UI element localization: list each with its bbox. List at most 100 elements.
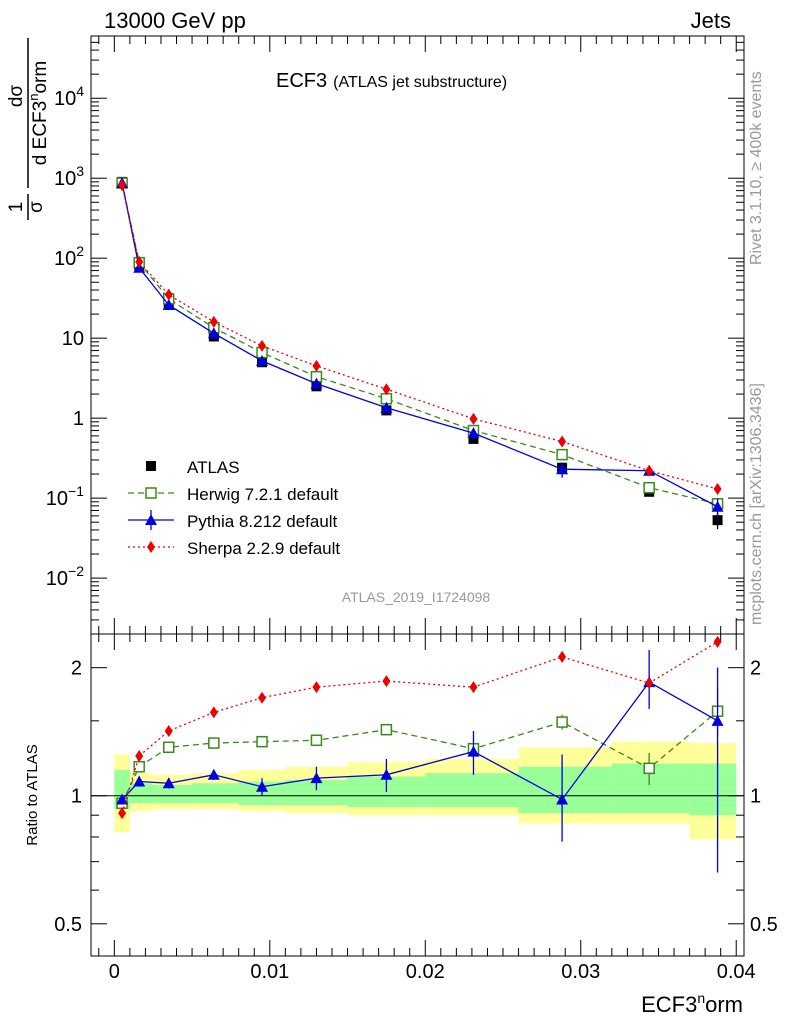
x-tick-label: 0.02 bbox=[406, 961, 445, 983]
sherpa-point bbox=[469, 681, 478, 694]
sherpa-point bbox=[312, 359, 321, 372]
title-text: ECF3 bbox=[276, 70, 327, 92]
pythia-point bbox=[467, 427, 480, 439]
ratio-y-tick-label-right: 2 bbox=[750, 658, 761, 680]
y-tick-label: 10 bbox=[62, 328, 84, 350]
ratio-sherpa-line bbox=[121, 641, 718, 814]
herwig-point bbox=[208, 737, 220, 749]
herwig-point bbox=[556, 448, 568, 461]
y-tick-label: 10−2 bbox=[46, 563, 84, 590]
y-tick-label: 102 bbox=[54, 243, 84, 270]
sherpa-point bbox=[258, 691, 267, 704]
ratio-y-tick-label-right: 1 bbox=[750, 786, 761, 808]
green-band-bin bbox=[518, 766, 612, 814]
ratio-y-tick-label: 2 bbox=[71, 658, 82, 680]
sherpa-point bbox=[118, 807, 127, 820]
sherpa-point bbox=[558, 650, 567, 663]
pythia-point bbox=[207, 327, 220, 339]
rivet-label: Rivet 3.1.10, ≥ 400k events bbox=[748, 71, 765, 265]
legend: ATLAS Herwig 7.2.1 default Pythia 8.212 de… bbox=[128, 458, 340, 558]
ylabel-frac-num: 1 bbox=[6, 202, 27, 213]
x-tick-label: 0.04 bbox=[717, 961, 756, 983]
ylabel-deriv-den-tail: orm bbox=[30, 61, 51, 94]
sherpa-point bbox=[312, 681, 321, 694]
green-band-bin bbox=[129, 783, 154, 804]
herwig-point bbox=[133, 760, 145, 773]
x-axis-label: ECF3norm bbox=[641, 990, 743, 1017]
ylabel-deriv-den-main: d ECF3 bbox=[30, 101, 51, 165]
y-tick-label: 103 bbox=[54, 163, 84, 190]
sherpa-point bbox=[118, 179, 127, 192]
ratio-y-tick-label: 1 bbox=[71, 786, 82, 808]
pythia-point bbox=[380, 768, 393, 780]
header-left: 13000 GeV pp bbox=[104, 8, 246, 33]
pythia-point bbox=[380, 401, 393, 413]
herwig-point bbox=[643, 481, 655, 494]
atlas-point bbox=[146, 461, 156, 471]
sherpa-point bbox=[147, 541, 155, 553]
green-band-bin bbox=[425, 773, 519, 808]
legend-label-atlas: ATLAS bbox=[187, 458, 240, 477]
sherpa-point bbox=[469, 412, 478, 425]
pythia-point bbox=[711, 500, 724, 512]
y-tick-label: 10−1 bbox=[46, 483, 84, 510]
ratio-y-tick-label-right: 0.5 bbox=[750, 914, 778, 936]
pythia-point bbox=[310, 772, 323, 784]
sherpa-point bbox=[258, 339, 267, 352]
herwig-point bbox=[145, 487, 157, 499]
x-tick-label: 0.03 bbox=[561, 961, 600, 983]
xlabel-main: ECF3 bbox=[641, 992, 697, 1017]
pythia-point bbox=[207, 768, 220, 780]
pythia-point bbox=[556, 793, 569, 805]
ratio-ylabel: Ratio to ATLAS bbox=[24, 744, 41, 845]
pythia-point bbox=[310, 377, 323, 389]
main-series bbox=[116, 176, 724, 530]
herwig-point bbox=[256, 735, 268, 748]
analysis-label: ATLAS_2019_I1724098 bbox=[342, 589, 491, 605]
x-tick-label: 0 bbox=[109, 961, 120, 983]
sherpa-point bbox=[135, 749, 144, 762]
ylabel-deriv-num: dσ bbox=[6, 85, 27, 108]
subtitle-text: (ATLAS jet substructure) bbox=[333, 74, 507, 91]
legend-label-herwig: Herwig 7.2.1 default bbox=[187, 485, 338, 504]
ylabel-frac-den: σ bbox=[26, 201, 47, 213]
atlas-point bbox=[468, 433, 479, 444]
sherpa-point bbox=[713, 483, 722, 496]
herwig-point bbox=[380, 723, 393, 736]
sherpa-point bbox=[558, 435, 567, 448]
ylabel-deriv-den-sup: n bbox=[26, 94, 41, 101]
mcplots-label: mcplots.cern.ch [arXiv:1306.3436] bbox=[748, 383, 765, 625]
pythia-point bbox=[256, 780, 269, 792]
pythia-point bbox=[467, 745, 480, 757]
ratio-y-tick-label: 0.5 bbox=[54, 914, 82, 936]
y-tick-label: 1 bbox=[73, 408, 84, 430]
xlabel-sup: n bbox=[697, 990, 705, 1006]
herwig-point bbox=[643, 762, 655, 775]
legend-label-pythia: Pythia 8.212 default bbox=[187, 512, 338, 531]
green-band-bin bbox=[192, 783, 239, 804]
sherpa-point bbox=[135, 255, 144, 268]
ratio-frame bbox=[90, 633, 745, 957]
sherpa-point bbox=[382, 383, 391, 396]
x-tick-label: 0.01 bbox=[250, 961, 289, 983]
sherpa-point bbox=[645, 464, 654, 477]
axes: 0 0.01 0.02 0.03 0.04 10−2 10−1 1 10 102 103 104 0.5… bbox=[46, 35, 778, 983]
green-band-bin bbox=[689, 763, 737, 816]
legend-label-sherpa: Sherpa 2.2.9 default bbox=[187, 539, 340, 558]
sherpa-point bbox=[164, 724, 173, 737]
sherpa-point bbox=[209, 315, 218, 328]
main-sherpa-line bbox=[121, 184, 718, 490]
sherpa-point bbox=[209, 706, 218, 719]
y-tick-label: 104 bbox=[54, 83, 84, 110]
pythia-point bbox=[162, 777, 175, 789]
xlabel-tail: orm bbox=[705, 992, 743, 1017]
sherpa-point bbox=[713, 635, 722, 648]
sherpa-point bbox=[382, 675, 391, 688]
ylabel-deriv-den: d ECF3norm bbox=[26, 61, 51, 165]
herwig-point bbox=[556, 716, 568, 728]
pythia-point bbox=[162, 298, 175, 310]
ratio-series bbox=[116, 635, 724, 873]
main-herwig-line bbox=[121, 182, 718, 505]
